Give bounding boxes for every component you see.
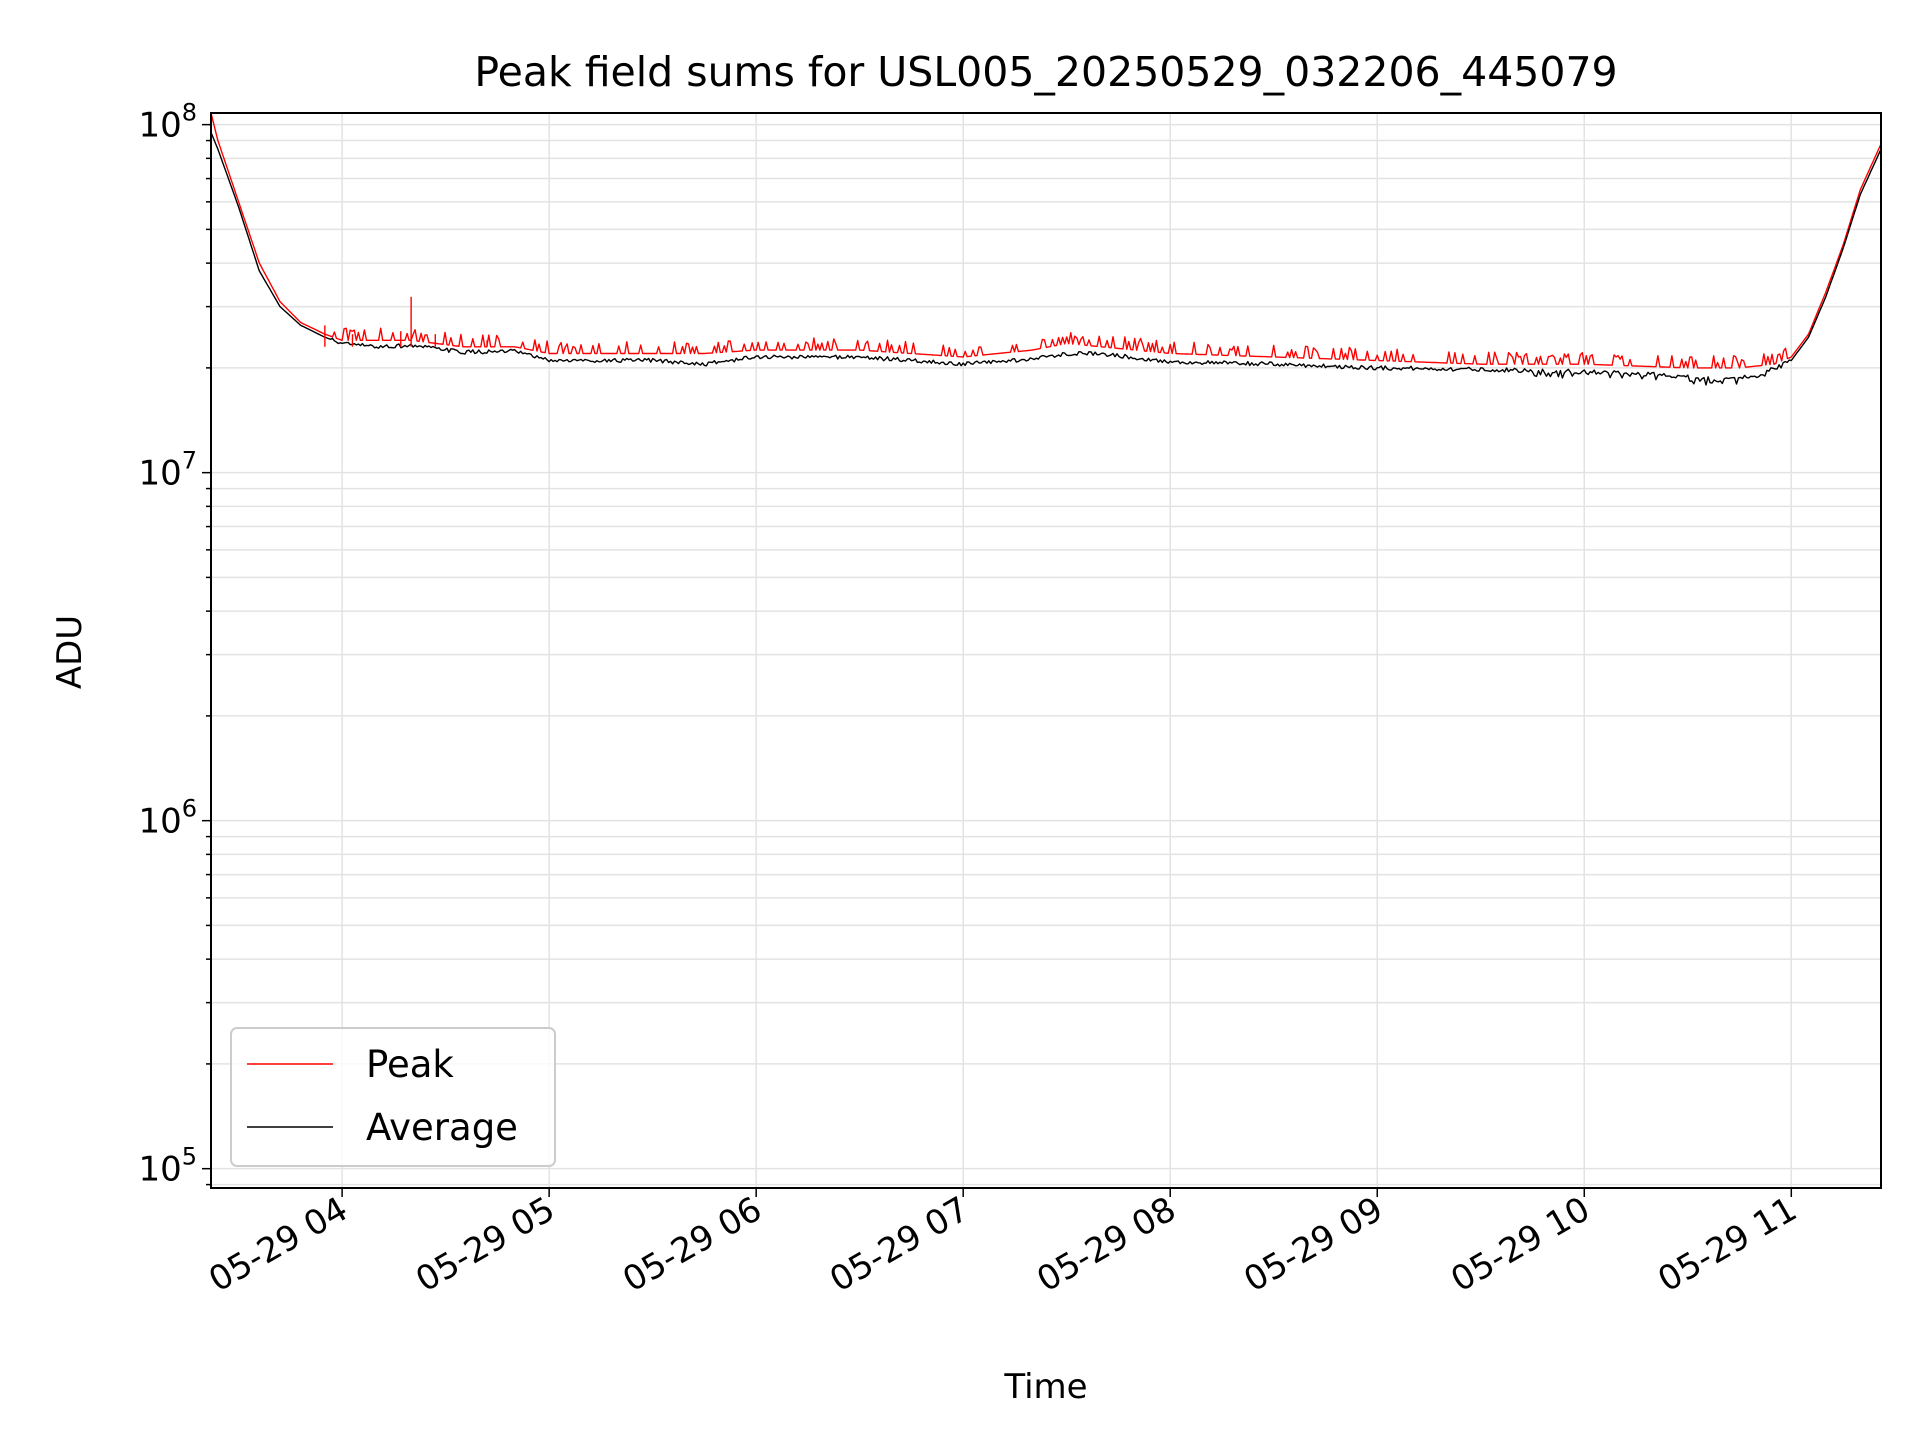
chart-title: Peak field sums for USL005_20250529_0322… xyxy=(474,48,1617,96)
legend: Peak Average xyxy=(230,1027,556,1167)
legend-label-average: Average xyxy=(366,1106,518,1149)
y-axis-label: ADU xyxy=(50,615,90,689)
legend-label-peak: Peak xyxy=(366,1043,454,1086)
series-line-average xyxy=(210,132,1882,386)
series-layer xyxy=(210,112,1882,386)
series-line-peak xyxy=(210,112,1882,369)
plot-frame xyxy=(210,112,1882,1189)
y-tick-label: 108 xyxy=(138,99,197,146)
grid xyxy=(211,113,1881,1188)
y-tick-label: 106 xyxy=(138,795,197,842)
y-tick-label: 105 xyxy=(138,1143,197,1190)
x-axis-label: Time xyxy=(1003,1367,1087,1407)
y-tick-label: 107 xyxy=(138,447,197,494)
legend-box xyxy=(230,1027,556,1167)
